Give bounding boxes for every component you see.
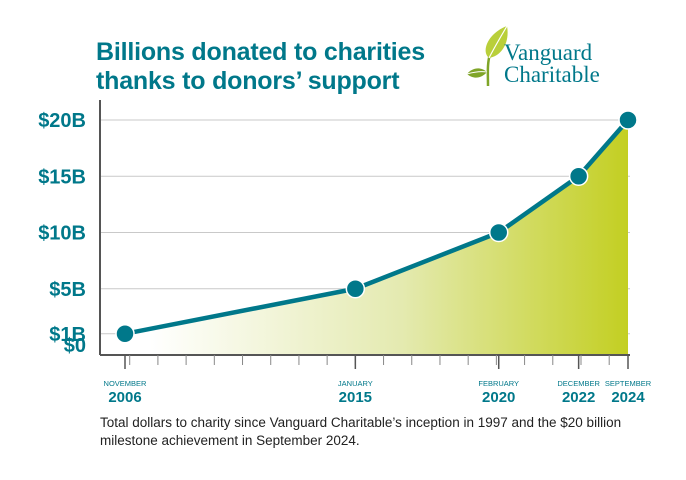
area-fill — [125, 120, 628, 355]
x-tick-month-label: JANUARY — [338, 379, 373, 388]
y-tick-label: $0 — [64, 335, 86, 357]
chart-title-line-1: Billions donated to charities — [96, 38, 425, 66]
chart-caption: Total dollars to charity since Vanguard … — [100, 415, 622, 448]
leaf-sprout-icon — [466, 25, 508, 87]
chart-title: Billions donated to charities thanks to … — [96, 38, 425, 96]
x-tick-year-label: 2022 — [562, 389, 595, 406]
vanguard-charitable-logo: Vanguard Charitable — [466, 22, 616, 92]
x-tick-month-label: FEBRUARY — [478, 379, 519, 388]
data-point — [618, 110, 638, 130]
logo-wordmark: Vanguard Charitable — [504, 40, 600, 87]
y-tick-label: $1B — [49, 324, 86, 346]
data-point — [345, 279, 366, 299]
y-tick-label: $5B — [49, 279, 86, 301]
x-tick-month-label: DECEMBER — [557, 379, 600, 388]
y-tick-label: $15B — [38, 166, 86, 188]
logo-line-1: Vanguard — [504, 40, 593, 65]
y-tick-label: $10B — [38, 223, 86, 245]
x-tick-year-label: 2020 — [482, 389, 515, 406]
y-tick-label: $20B — [38, 110, 86, 132]
logo-line-2: Charitable — [504, 62, 600, 87]
x-tick-month-label: SEPTEMBER — [605, 379, 652, 388]
data-point — [115, 324, 135, 344]
x-tick-month-label: NOVEMBER — [104, 379, 148, 388]
chart-title-line-2: thanks to donors’ support — [96, 67, 400, 95]
x-tick-year-label: 2024 — [611, 389, 645, 406]
data-point — [488, 222, 509, 243]
x-tick-year-label: 2006 — [108, 389, 141, 406]
x-tick-year-label: 2015 — [339, 389, 372, 406]
data-point — [568, 166, 589, 186]
